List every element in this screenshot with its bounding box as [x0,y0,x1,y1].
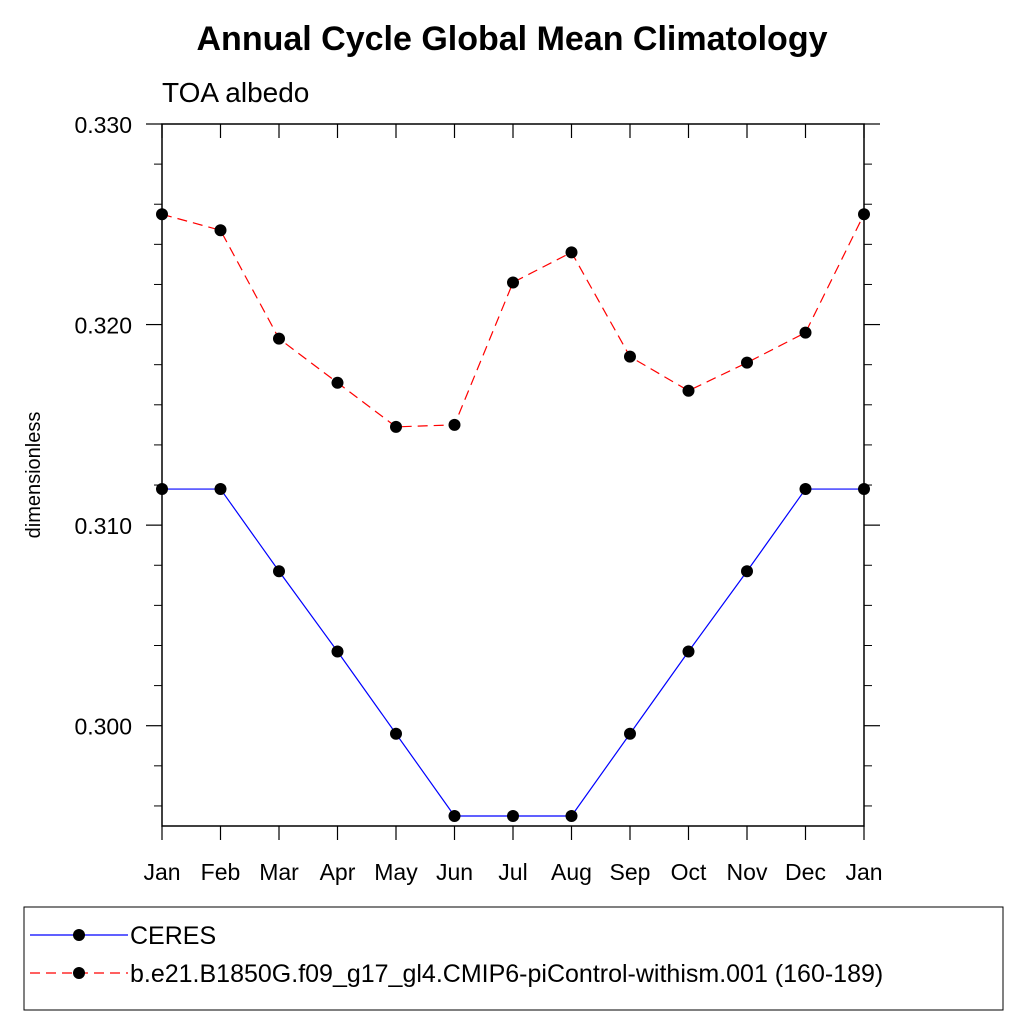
x-tick-label: Oct [671,859,707,885]
data-point [565,809,578,822]
data-point [331,376,344,389]
x-tick-label: Sep [610,859,651,885]
x-tick-label: Jun [436,859,473,885]
legend-box [23,906,1004,1011]
data-point [448,418,461,431]
data-point [214,224,227,237]
data-point [448,809,461,822]
data-point [624,727,636,740]
y-axis-label: dimensionless [23,412,45,539]
x-tick-label: Apr [320,859,356,885]
data-point [799,483,812,496]
data-point [390,420,402,433]
x-tick-label: May [374,859,418,885]
legend-marker [73,967,85,979]
legend: CERES b.e21.B1850G.f09_g17_gl4.CMIP6-piCo… [30,922,883,988]
data-point [565,246,578,259]
x-tick-label: Aug [551,859,592,885]
x-tick-label: Mar [259,859,299,885]
legend-label: CERES [130,922,216,950]
data-point [741,356,753,369]
x-tick-label: Feb [201,859,241,885]
data-point [331,645,344,658]
series-line-0 [162,488,864,817]
data-point [858,483,870,496]
chart-subtitle: TOA albedo [162,77,309,108]
data-point [682,645,695,658]
data-point [507,276,519,289]
data-point [741,565,753,578]
series-line-1 [161,213,865,428]
data-point [858,208,870,221]
y-tick-label: 0.300 [74,714,132,740]
data-point [390,727,402,740]
y-tick-label: 0.330 [74,112,132,138]
y-tick-label: 0.310 [74,513,132,539]
x-tick-label: Jan [845,859,882,885]
plot-frame [161,123,865,827]
series-layer [156,208,870,822]
data-point [682,384,695,397]
axes: Jan Feb Mar Apr May Jun Jul Aug Sep Oct Nov Dec Jan 0… [74,112,882,885]
data-point [156,483,168,496]
data-point [214,483,227,496]
legend-marker [73,929,85,941]
x-tick-label: Jan [143,859,180,885]
data-point [156,208,168,221]
y-tick-label: 0.320 [74,313,132,339]
chart-title: Annual Cycle Global Mean Climatology [197,20,828,58]
data-point [507,809,519,822]
data-point [273,565,285,578]
x-tick-label: Dec [785,859,826,885]
data-point [799,326,812,339]
data-point [624,350,636,363]
x-tick-label: Jul [498,859,527,885]
x-tick-label: Nov [727,859,768,885]
legend-label: b.e21.B1850G.f09_g17_gl4.CMIP6-piControl… [130,960,883,988]
data-point [273,332,285,345]
